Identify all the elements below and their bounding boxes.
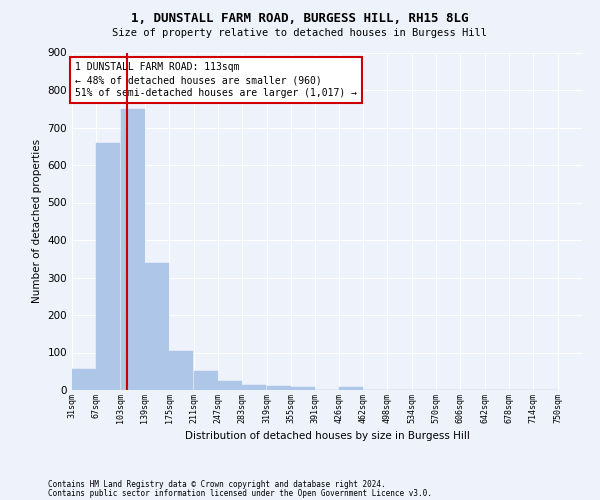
Bar <box>145 263 169 390</box>
Bar <box>169 350 193 390</box>
Bar <box>194 370 218 390</box>
Text: Contains public sector information licensed under the Open Government Licence v3: Contains public sector information licen… <box>48 488 432 498</box>
X-axis label: Distribution of detached houses by size in Burgess Hill: Distribution of detached houses by size … <box>185 431 469 441</box>
Bar <box>291 387 315 390</box>
Bar <box>242 385 266 390</box>
Text: Size of property relative to detached houses in Burgess Hill: Size of property relative to detached ho… <box>113 28 487 38</box>
Bar <box>121 109 145 390</box>
Text: Contains HM Land Registry data © Crown copyright and database right 2024.: Contains HM Land Registry data © Crown c… <box>48 480 386 489</box>
Bar <box>218 380 242 390</box>
Bar <box>267 386 290 390</box>
Text: 1, DUNSTALL FARM ROAD, BURGESS HILL, RH15 8LG: 1, DUNSTALL FARM ROAD, BURGESS HILL, RH1… <box>131 12 469 26</box>
Bar <box>339 387 363 390</box>
Bar <box>97 142 121 390</box>
Bar <box>72 370 96 390</box>
Text: 1 DUNSTALL FARM ROAD: 113sqm
← 48% of detached houses are smaller (960)
51% of s: 1 DUNSTALL FARM ROAD: 113sqm ← 48% of de… <box>75 62 357 98</box>
Y-axis label: Number of detached properties: Number of detached properties <box>32 139 42 304</box>
